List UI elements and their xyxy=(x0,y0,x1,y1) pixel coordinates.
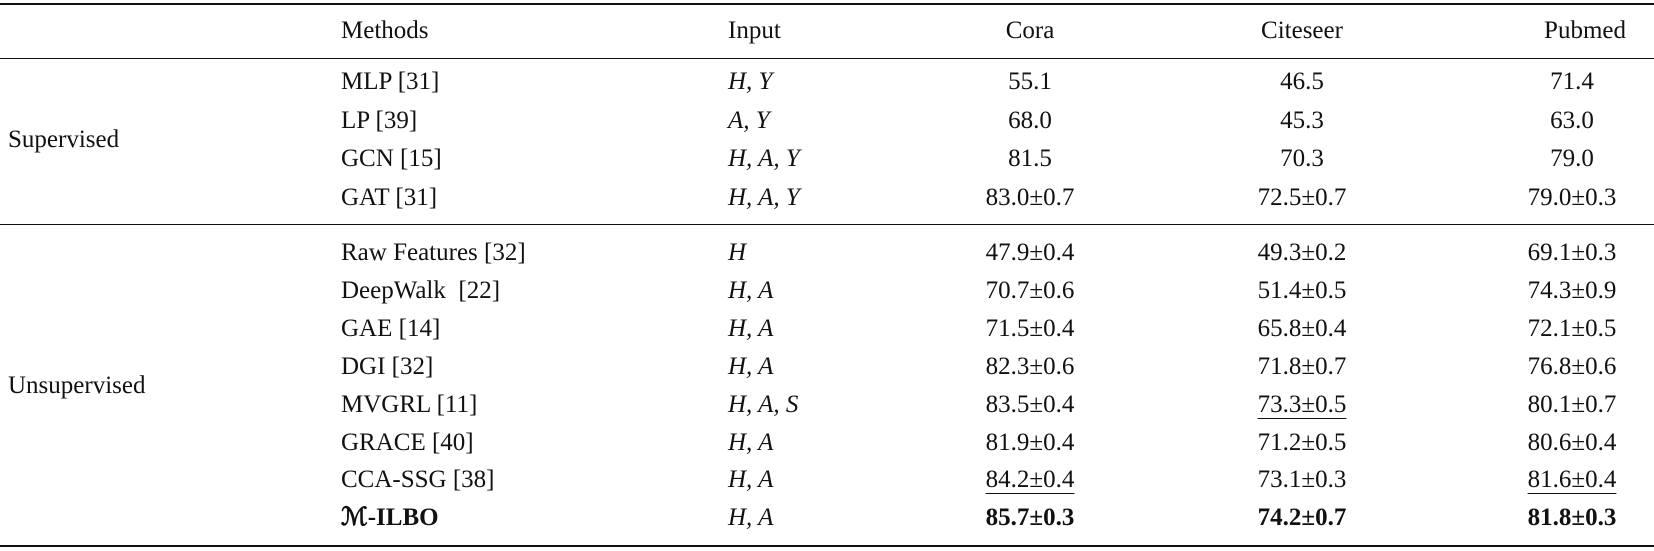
cora-cell: 81.9±0.4 xyxy=(985,428,1075,456)
pubmed-cell: 72.1±0.5 xyxy=(1527,314,1617,342)
pubmed-cell: 79.0 xyxy=(1550,145,1594,173)
input-cell: H, A, Y xyxy=(728,145,800,173)
header-cell: Citeseer xyxy=(1261,17,1343,44)
citeseer-cell: 71.2±0.5 xyxy=(1257,428,1347,456)
method-cell: LP [39] xyxy=(341,106,418,134)
header-rule xyxy=(0,58,1654,59)
header-cell: Methods xyxy=(341,17,429,44)
method-cell: GAE [14] xyxy=(341,314,441,342)
citeseer-cell: 45.3 xyxy=(1280,106,1324,134)
method-cell: GAT [31] xyxy=(341,184,438,212)
cora-cell: 68.0 xyxy=(1008,106,1052,134)
header-cell: Cora xyxy=(1005,17,1055,44)
pubmed-cell: 79.0±0.3 xyxy=(1527,184,1617,212)
method-cell: DeepWalk [22] xyxy=(341,276,501,304)
input-cell: H, A xyxy=(728,276,774,304)
group-label: Unsupervised xyxy=(8,371,146,399)
input-cell: H, A, S xyxy=(728,390,799,418)
method-cell: GRACE [40] xyxy=(341,428,474,456)
method-cell: Raw Features [32] xyxy=(341,239,526,266)
cora-cell: 84.2±0.4 xyxy=(985,466,1075,494)
cora-cell: 81.5 xyxy=(1008,145,1052,173)
citeseer-cell: 73.3±0.5 xyxy=(1257,390,1347,418)
input-cell: H, A xyxy=(728,466,774,494)
cora-cell: 82.3±0.6 xyxy=(985,352,1075,380)
input-cell: H, A, Y xyxy=(728,184,800,212)
citeseer-cell: 51.4±0.5 xyxy=(1257,276,1347,304)
citeseer-cell: 72.5±0.7 xyxy=(1257,184,1347,212)
citeseer-cell: 73.1±0.3 xyxy=(1257,466,1347,494)
top-rule xyxy=(0,3,1654,5)
cora-cell: 85.7±0.3 xyxy=(985,504,1075,532)
method-cell: MLP [31] xyxy=(341,68,440,95)
input-cell: A, Y xyxy=(728,106,770,134)
cora-cell: 70.7±0.6 xyxy=(985,276,1075,304)
citeseer-cell: 71.8±0.7 xyxy=(1257,352,1347,380)
input-cell: H, A xyxy=(728,428,774,456)
cora-cell: 71.5±0.4 xyxy=(985,314,1075,342)
method-cell: CCA-SSG [38] xyxy=(341,466,495,494)
input-cell: H, A xyxy=(728,352,774,380)
input-cell: H, A xyxy=(728,314,774,342)
citeseer-cell: 70.3 xyxy=(1280,145,1324,173)
method-cell: DGI [32] xyxy=(341,352,434,380)
method-cell: MVGRL [11] xyxy=(341,390,478,418)
input-cell: H, A xyxy=(728,504,774,532)
citeseer-cell: 65.8±0.4 xyxy=(1257,314,1347,342)
cora-cell: 83.0±0.7 xyxy=(985,184,1075,212)
cora-cell: 47.9±0.4 xyxy=(985,239,1075,266)
bottom-rule xyxy=(0,545,1654,547)
pubmed-cell: 69.1±0.3 xyxy=(1527,239,1617,266)
header-cell: Input xyxy=(728,17,781,44)
header-cell: Pubmed xyxy=(1544,17,1626,44)
method-cell: GCN [15] xyxy=(341,145,442,173)
pubmed-cell: 71.4 xyxy=(1550,68,1594,95)
method-cell: ℳ-ILBO xyxy=(341,504,439,532)
citeseer-cell: 74.2±0.7 xyxy=(1257,504,1347,532)
pubmed-cell: 74.3±0.9 xyxy=(1527,276,1617,304)
input-cell: H xyxy=(728,239,747,266)
pubmed-cell: 81.6±0.4 xyxy=(1527,466,1617,494)
cora-cell: 55.1 xyxy=(1008,68,1052,95)
input-cell: H, Y xyxy=(728,68,773,95)
pubmed-cell: 80.6±0.4 xyxy=(1527,428,1617,456)
pubmed-cell: 63.0 xyxy=(1550,106,1594,134)
pubmed-cell: 76.8±0.6 xyxy=(1527,352,1617,380)
group-rule xyxy=(0,224,1654,225)
group-label: Supervised xyxy=(8,126,120,154)
citeseer-cell: 49.3±0.2 xyxy=(1257,239,1347,266)
pubmed-cell: 81.8±0.3 xyxy=(1527,504,1617,532)
citeseer-cell: 46.5 xyxy=(1280,68,1324,95)
pubmed-cell: 80.1±0.7 xyxy=(1527,390,1617,418)
cora-cell: 83.5±0.4 xyxy=(985,390,1075,418)
